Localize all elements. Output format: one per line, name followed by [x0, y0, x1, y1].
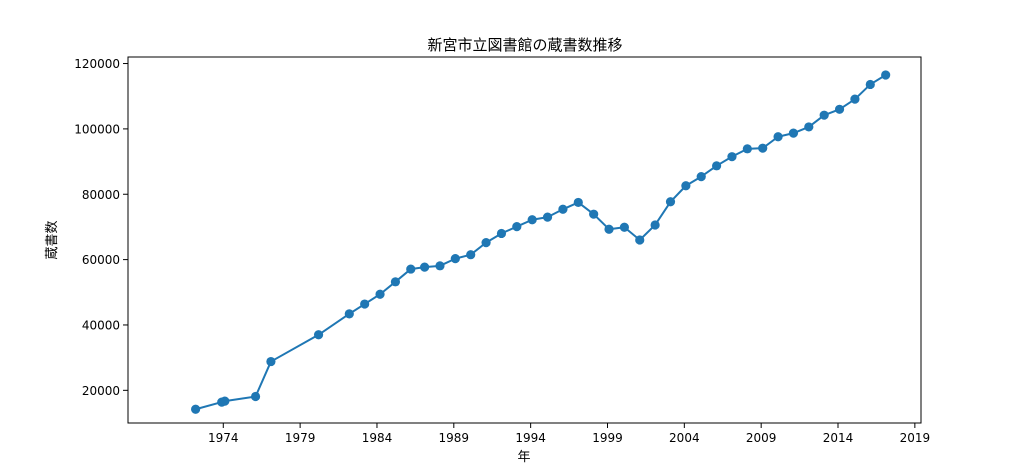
y-tick-label: 60000	[82, 253, 120, 267]
data-point	[712, 161, 722, 171]
data-point	[390, 277, 401, 287]
x-tick-label: 1994	[515, 431, 546, 445]
data-point	[558, 204, 568, 214]
data-point	[681, 181, 691, 191]
series-layer	[191, 70, 891, 414]
data-point	[619, 222, 629, 232]
y-tick-label: 80000	[82, 188, 120, 202]
y-tick-label: 20000	[82, 384, 120, 398]
x-tick-label: 2014	[823, 431, 854, 445]
x-tick-label: 1979	[285, 431, 316, 445]
data-point	[635, 235, 645, 245]
data-point	[665, 197, 676, 207]
data-point	[650, 220, 660, 230]
data-point	[819, 110, 829, 120]
y-tick-label: 40000	[82, 318, 120, 332]
data-point	[573, 197, 583, 208]
y-axis: 20000 40000 60000 80000 100000 120000	[74, 57, 128, 398]
x-tick-label: 2004	[669, 431, 700, 445]
data-point	[527, 215, 537, 225]
data-point	[266, 356, 276, 367]
x-tick-label: 1984	[362, 431, 393, 445]
data-point	[220, 396, 230, 406]
x-tick-label: 2019	[900, 431, 931, 445]
data-point	[758, 143, 768, 153]
data-point	[375, 289, 385, 299]
data-point	[512, 222, 522, 232]
data-point	[773, 132, 783, 142]
data-point	[250, 391, 261, 402]
x-tick-label: 1999	[592, 431, 623, 445]
data-point	[804, 122, 814, 132]
data-point	[435, 261, 445, 271]
data-point	[191, 404, 201, 414]
data-point	[420, 262, 430, 272]
data-point	[834, 104, 845, 114]
chart-title: 新宮市立図書館の蔵書数推移	[427, 36, 622, 54]
data-point	[742, 144, 752, 154]
x-axis: 1974 1979 1984 1989 1994 1999 2004 2009 2014 2019	[208, 423, 930, 445]
data-point	[604, 224, 614, 234]
x-tick-label: 2009	[746, 431, 777, 445]
data-point	[466, 250, 476, 260]
series-line	[195, 74, 887, 411]
data-point	[696, 172, 706, 182]
data-point	[344, 309, 354, 319]
data-point	[865, 79, 875, 90]
x-axis-label: 年	[517, 450, 530, 465]
y-tick-label: 120000	[74, 57, 120, 71]
data-point	[727, 152, 737, 162]
x-tick-label: 1974	[208, 431, 239, 445]
y-axis-label: 蔵書数	[45, 220, 60, 259]
data-point	[313, 330, 324, 340]
data-point	[850, 94, 860, 104]
y-tick-label: 100000	[74, 122, 120, 136]
x-tick-label: 1989	[439, 431, 470, 445]
data-point	[360, 299, 370, 309]
data-point	[406, 264, 416, 274]
plot-area	[127, 56, 922, 424]
data-point	[589, 209, 599, 219]
data-point	[496, 228, 507, 239]
data-point	[788, 128, 799, 138]
data-point	[450, 254, 460, 264]
data-point	[481, 238, 491, 248]
data-point	[881, 70, 891, 80]
data-point	[542, 212, 553, 222]
